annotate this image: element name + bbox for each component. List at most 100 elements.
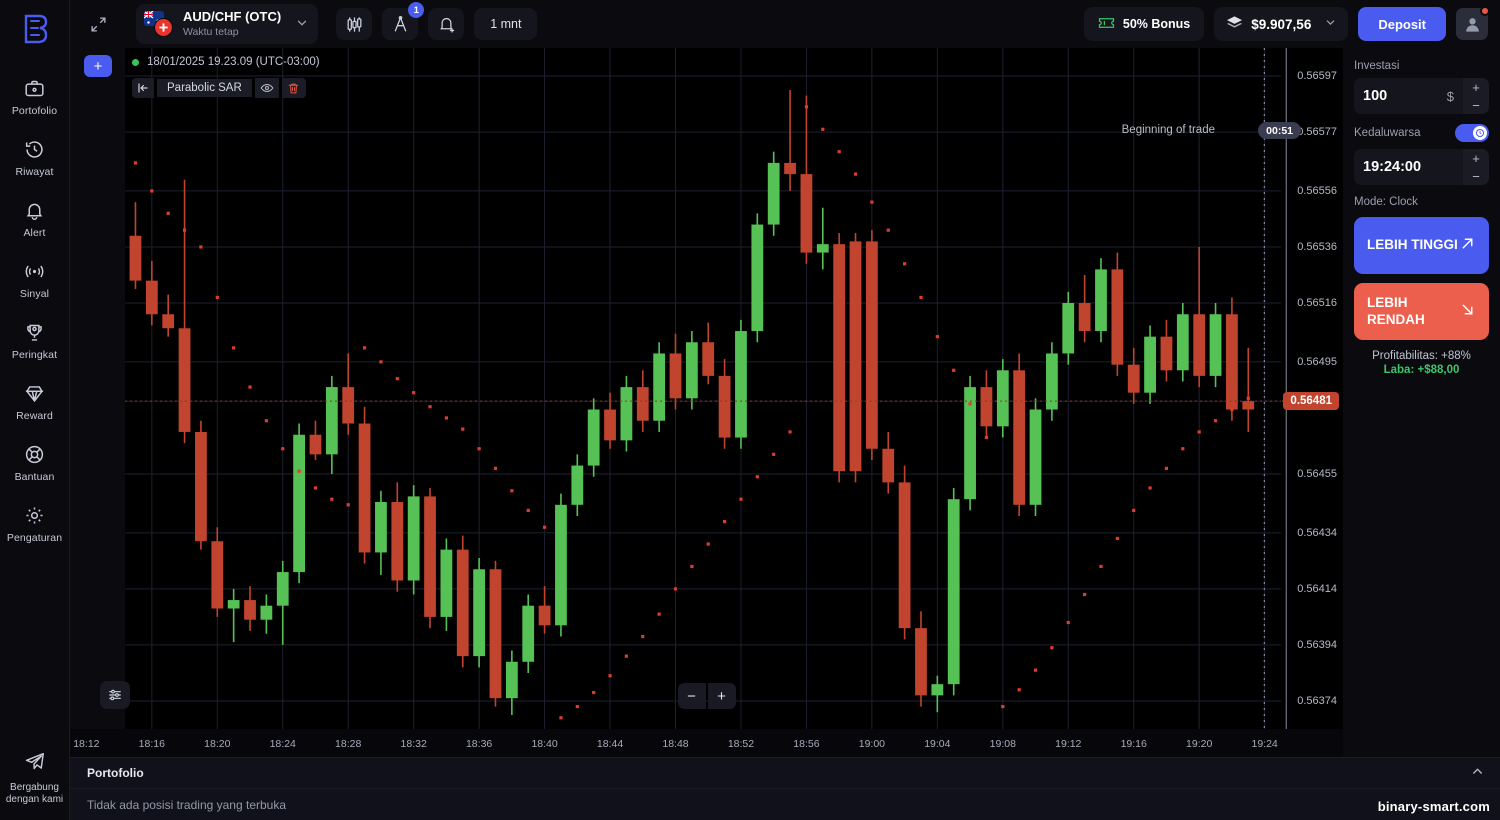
time-tick: 19:08 (989, 738, 1016, 750)
lifebuoy-icon (24, 443, 46, 465)
site-watermark: binary-smart.com (1377, 799, 1490, 814)
expiry-mode-toggle[interactable] (1455, 124, 1489, 142)
time-tick: 19:24 (1251, 738, 1278, 750)
beginning-of-trade-label: Beginning of trade (1121, 124, 1215, 136)
timeframe-button[interactable]: 1 mnt (474, 8, 538, 40)
price-axis[interactable]: 0.56597 0.56577 0.56556 0.56536 0.56516 0.564… (1281, 48, 1343, 757)
investment-decrease-button[interactable]: − (1463, 96, 1489, 114)
expiry-mode-text: Mode: Clock (1354, 196, 1418, 208)
sidebar-item-portofolio[interactable]: Portofolio (0, 66, 70, 127)
time-tick: 19:04 (924, 738, 951, 750)
price-tick: 0.56556 (1297, 184, 1337, 197)
bell-icon (24, 199, 46, 221)
sidebar-label: Pengaturan (6, 532, 63, 545)
chevron-down-icon (296, 17, 308, 32)
sidebar: Portofolio Riwayat Alert (0, 0, 70, 820)
asset-selector[interactable]: AUD/CHF (OTC) Waktu tetap (136, 4, 319, 44)
diamond-icon (24, 382, 46, 404)
portfolio-empty-text: Tidak ada posisi trading yang terbuka (87, 797, 287, 812)
live-dot (132, 58, 139, 66)
time-tick: 18:36 (465, 738, 493, 750)
time-tick: 18:32 (400, 738, 427, 750)
sidebar-item-bantuan[interactable]: Bantuan (0, 432, 70, 493)
time-tick: 19:20 (1186, 738, 1213, 750)
portfolio-body: Tidak ada posisi trading yang terbuka (70, 789, 1500, 820)
expiry-increase-button[interactable]: + (1463, 149, 1489, 167)
sidebar-item-peringkat[interactable]: Peringkat (0, 310, 70, 371)
price-tick: 0.56577 (1297, 126, 1337, 139)
portfolio-header[interactable]: Portofolio (70, 758, 1500, 789)
history-icon (24, 138, 46, 160)
brand-logo[interactable] (18, 12, 52, 46)
sidebar-item-reward[interactable]: Reward (0, 371, 70, 432)
time-axis[interactable]: 18:12 18:16 18:20 18:24 18:28 18:32 18:36 18:40… (70, 729, 1343, 757)
sidebar-join-label: Bergabung dengan kami (5, 782, 64, 805)
bonus-label: 50% Bonus (1122, 17, 1191, 31)
higher-button-label: LEBIH TINGGI (1367, 237, 1458, 253)
balance-amount: $9.907,56 (1251, 16, 1312, 32)
expiry-value: 19:24:00 (1363, 159, 1422, 175)
zoom-out-button[interactable]: − (677, 683, 706, 709)
time-tick: 18:52 (727, 738, 755, 750)
balance-button[interactable]: $9.907,56 (1214, 7, 1349, 41)
indicator-name[interactable]: Parabolic SAR (157, 79, 252, 97)
higher-button[interactable]: LEBIH TINGGI (1354, 217, 1489, 274)
chart-settings-icon[interactable] (100, 681, 130, 709)
eye-icon[interactable] (254, 78, 279, 98)
price-tick: 0.56394 (1297, 638, 1337, 651)
deposit-button[interactable]: Deposit (1358, 7, 1446, 41)
time-tick: 18:56 (793, 738, 820, 750)
sidebar-item-sinyal[interactable]: Sinyal (0, 249, 70, 310)
chevron-down-icon (1325, 17, 1336, 31)
time-tick: 18:16 (138, 738, 165, 750)
account-stack-icon (1226, 15, 1243, 33)
bonus-button[interactable]: 50% Bonus (1083, 7, 1205, 41)
drawing-tools-icon[interactable]: 1 (382, 2, 425, 40)
trophy-icon (24, 321, 46, 343)
expiry-row: Kedaluwarsa (1354, 124, 1489, 142)
chart-type-icon[interactable] (336, 8, 373, 40)
chart-left-strip (70, 48, 125, 757)
expiry-field[interactable]: 19:24:00 + − (1354, 149, 1489, 185)
alarm-add-icon[interactable] (428, 8, 465, 40)
sidebar-label: Reward (16, 410, 53, 423)
chart-container[interactable]: + 18/01/2025 19.23.09 (UTC-03:00) Parabo… (70, 48, 1343, 757)
expiry-decrease-button[interactable]: − (1463, 167, 1489, 185)
portfolio-panel: Portofolio Tidak ada posisi trading yang… (70, 757, 1500, 820)
top-header: AUD/CHF (OTC) Waktu tetap (70, 0, 1500, 48)
signal-icon (24, 260, 46, 282)
chart-datetime: 18/01/2025 19.23.09 (UTC-03:00) (132, 56, 320, 68)
expiry-steppers: + − (1463, 149, 1489, 185)
time-tick: 18:40 (531, 738, 558, 750)
sidebar-label: Bantuan (14, 471, 55, 484)
arrow-up-right-icon (1459, 235, 1476, 257)
lower-button[interactable]: LEBIH RENDAH (1354, 283, 1489, 340)
sidebar-nav: Portofolio Riwayat Alert (0, 66, 69, 555)
investment-input[interactable]: 100 $ (1354, 78, 1463, 114)
price-tick: 0.56536 (1297, 240, 1337, 253)
chevron-up-icon[interactable] (1471, 765, 1484, 781)
asset-name: AUD/CHF (OTC) (183, 9, 282, 25)
sidebar-item-pengaturan[interactable]: Pengaturan (0, 493, 70, 554)
chart-svg (70, 48, 1343, 757)
drawing-tools-badge: 1 (408, 2, 425, 18)
expiry-input[interactable]: 19:24:00 (1354, 149, 1463, 185)
investment-currency: $ (1446, 88, 1454, 104)
trash-icon[interactable] (281, 78, 306, 98)
sidebar-item-alert[interactable]: Alert (0, 188, 70, 249)
zoom-in-button[interactable]: + (707, 683, 736, 709)
investment-field[interactable]: 100 $ + − (1354, 78, 1489, 114)
price-tick: 0.56495 (1297, 355, 1337, 368)
sidebar-item-join-us[interactable]: Bergabung dengan kami (0, 750, 70, 806)
briefcase-icon (24, 77, 46, 99)
collapse-left-icon[interactable] (132, 78, 154, 98)
expand-icon[interactable] (84, 10, 112, 38)
sidebar-item-riwayat[interactable]: Riwayat (0, 127, 70, 188)
add-indicator-button[interactable]: + (84, 55, 112, 77)
portfolio-title: Portofolio (87, 766, 144, 780)
avatar[interactable] (1456, 6, 1490, 40)
asset-flags (144, 11, 174, 37)
sidebar-label: Riwayat (15, 166, 54, 179)
chart-canvas[interactable] (70, 48, 1343, 757)
investment-increase-button[interactable]: + (1463, 78, 1489, 96)
